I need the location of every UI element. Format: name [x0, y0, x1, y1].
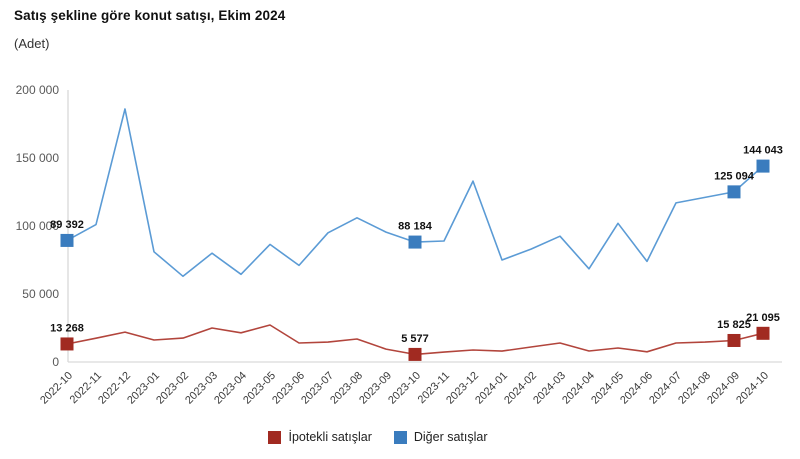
data-point-label: 5 577 — [401, 333, 429, 345]
series-marker[interactable] — [60, 337, 74, 351]
series-line-diger — [66, 108, 764, 278]
legend-label: İpotekli satışlar — [288, 430, 372, 444]
series-marker[interactable] — [408, 347, 422, 361]
diger-satislar-swatch-icon — [393, 430, 407, 444]
chart-unit-subtitle: (Adet) — [14, 36, 50, 51]
x-tick-label: 2023-10 — [386, 370, 423, 407]
legend-item-ipotekli-satislar[interactable]: İpotekli satışlar — [268, 430, 372, 444]
series-marker[interactable] — [60, 233, 74, 247]
data-point-label: 125 094 — [714, 170, 755, 182]
series-marker[interactable] — [408, 235, 422, 249]
y-tick-label: 0 — [52, 355, 59, 369]
data-point-label: 89 392 — [50, 219, 84, 231]
legend-item-diger-satislar[interactable]: Diğer satışlar — [393, 430, 488, 444]
series-marker[interactable] — [756, 159, 770, 173]
x-tick-label: 2022-10 — [38, 370, 75, 407]
legend-label: Diğer satışlar — [413, 430, 488, 444]
chart-legend: İpotekli satışlar Diğer satışlar — [0, 430, 778, 444]
y-tick-label: 150 000 — [16, 151, 60, 165]
data-point-label: 15 825 — [717, 319, 751, 331]
series-marker[interactable] — [727, 185, 741, 199]
data-point-label: 88 184 — [398, 221, 433, 233]
y-tick-label: 50 000 — [22, 287, 59, 301]
data-point-label: 21 095 — [746, 312, 780, 324]
data-point-label: 13 268 — [50, 322, 84, 334]
y-tick-label: 200 000 — [16, 83, 60, 97]
ipotekli-satislar-swatch-icon — [268, 430, 282, 444]
series-marker[interactable] — [727, 333, 741, 347]
y-tick-label: 100 000 — [16, 219, 60, 233]
series-marker[interactable] — [756, 326, 770, 340]
data-point-label: 144 043 — [743, 145, 783, 157]
chart-title: Satış şekline göre konut satışı, Ekim 20… — [14, 8, 286, 23]
x-tick-label: 2024-10 — [734, 370, 771, 407]
